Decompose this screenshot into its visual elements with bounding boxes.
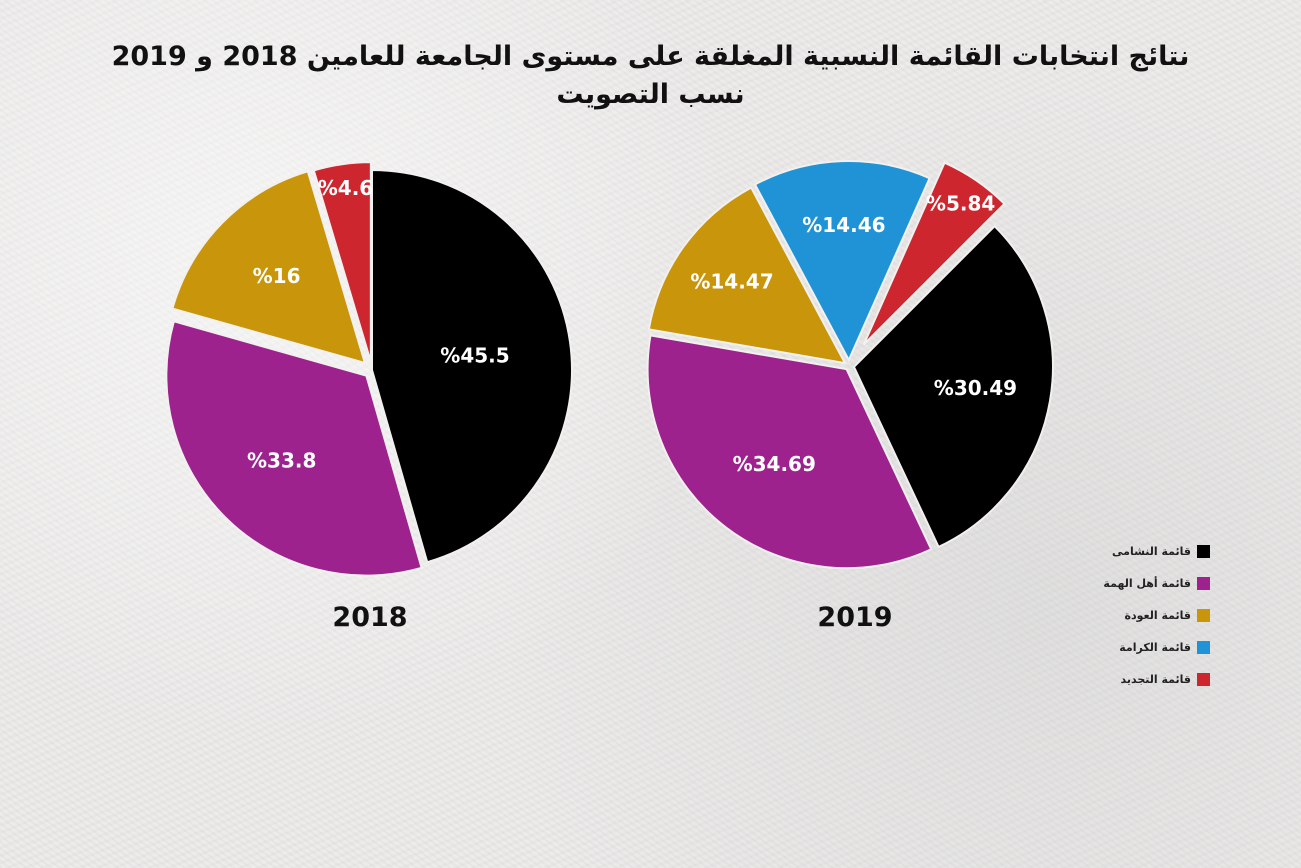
- slice-value-label: %30.49: [934, 376, 1017, 400]
- legend-label: قائمة العودة: [1124, 608, 1191, 622]
- legend-item: قائمة العودة: [1040, 599, 1210, 631]
- legend-item: قائمة النشامى: [1040, 535, 1210, 567]
- pie-slice: [371, 168, 573, 564]
- legend-item: قائمة الكرامة: [1040, 631, 1210, 663]
- pie-title-2019: 2019: [817, 602, 892, 633]
- pie-chart-2019: %30.49 %34.69 %14.47 %14.46 %5.84: [646, 160, 1054, 570]
- pie-chart-2018: %45.5 %33.8 %16 %4.6: [165, 161, 573, 577]
- legend: قائمة النشامى قائمة أهل الهمة قائمة العو…: [1040, 535, 1210, 695]
- legend-item: قائمة أهل الهمة: [1040, 567, 1210, 599]
- legend-label: قائمة أهل الهمة: [1103, 576, 1191, 590]
- legend-swatch: [1197, 640, 1210, 654]
- pie-slice: [165, 320, 423, 577]
- slice-value-label: %14.46: [802, 213, 885, 237]
- chart-title: نتائج انتخابات القائمة النسبية المغلقة ع…: [0, 38, 1301, 114]
- slice-value-label: %16: [253, 264, 301, 288]
- pie-slice: [312, 161, 372, 363]
- pie-title-2018: 2018: [332, 602, 407, 633]
- chart-title-line1: نتائج انتخابات القائمة النسبية المغلقة ع…: [111, 41, 1190, 72]
- legend-swatch: [1197, 672, 1210, 686]
- slice-value-label: %5.84: [926, 191, 995, 215]
- pie-slice: [753, 160, 931, 363]
- legend-swatch: [1197, 608, 1210, 622]
- pie-slice: [852, 224, 1054, 549]
- pie-slice: [647, 186, 847, 365]
- slice-value-label: %45.5: [440, 343, 509, 367]
- chart-title-line2: نسب التصويت: [556, 79, 745, 110]
- legend-label: قائمة الكرامة: [1119, 640, 1191, 654]
- pie-slice: [646, 334, 933, 570]
- slice-value-label: %33.8: [247, 449, 316, 473]
- legend-label: قائمة النشامى: [1112, 544, 1191, 558]
- legend-swatch: [1197, 576, 1210, 590]
- legend-swatch: [1197, 544, 1210, 558]
- pie-slice: [862, 161, 1006, 346]
- slice-value-label: %4.6: [318, 176, 373, 200]
- pie-slice: [171, 170, 367, 365]
- legend-label: قائمة التجديد: [1120, 672, 1192, 686]
- slice-value-label: %14.47: [690, 270, 773, 294]
- legend-item: قائمة التجديد: [1040, 663, 1210, 695]
- slice-value-label: %34.69: [733, 452, 816, 476]
